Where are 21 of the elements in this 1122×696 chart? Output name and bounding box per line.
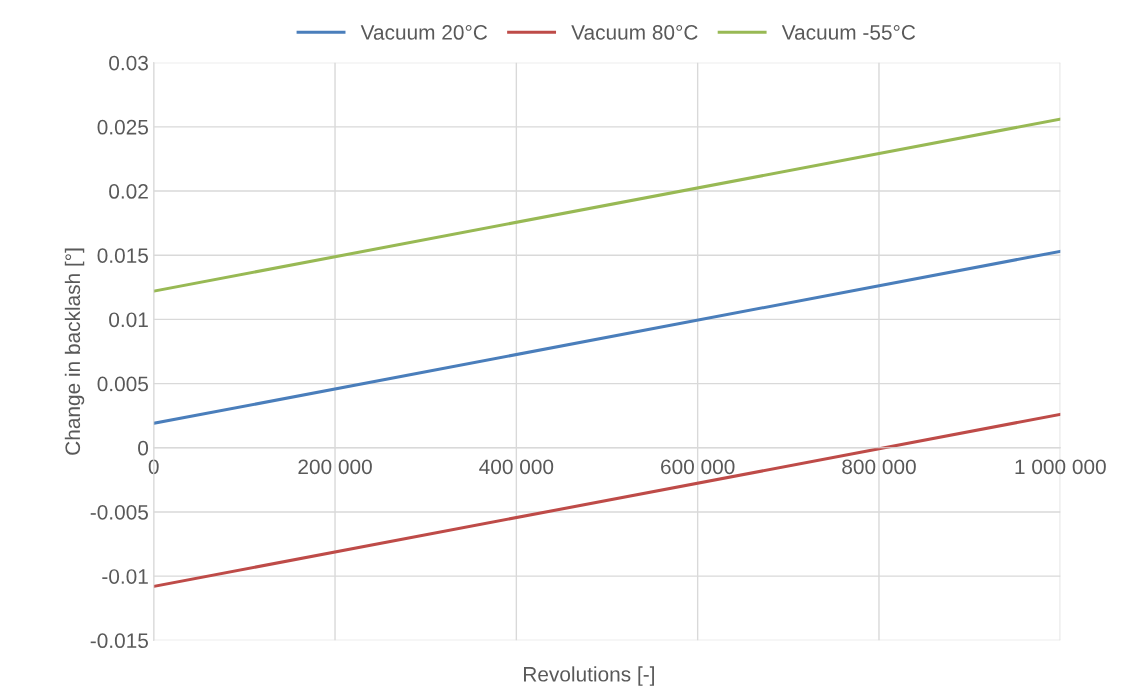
y-tick-label: -0.005 (90, 504, 148, 520)
y-tick-label: 0 (138, 440, 149, 456)
y-tick-label: 0.015 (97, 248, 148, 263)
legend-label: Vacuum 80°C (571, 25, 698, 40)
x-tick-label: 400 000 (479, 459, 554, 475)
y-tick-label: 0.03 (109, 55, 148, 71)
x-tick-label: 200 000 (298, 459, 372, 475)
x-tick-label: 1 000 000 (1015, 459, 1106, 475)
x-axis-title: Revolutions [-] (524, 666, 654, 686)
x-tick-label: 800 000 (842, 459, 916, 475)
x-tick-label: 600 000 (661, 459, 735, 475)
y-axis-title: Change in backlash [°] (64, 248, 85, 455)
legend-label: Vacuum 20°C (360, 25, 488, 40)
y-tick-label: 0.005 (97, 376, 148, 392)
x-tick-label: 0 (148, 459, 159, 475)
y-tick-label: -0.015 (90, 633, 148, 649)
y-tick-label: 0.02 (109, 184, 148, 199)
y-tick-label: -0.01 (102, 569, 148, 584)
y-tick-label: 0.01 (109, 312, 148, 328)
y-tick-label: 0.025 (97, 119, 148, 135)
legend-label: Vacuum -55°C (781, 25, 916, 40)
